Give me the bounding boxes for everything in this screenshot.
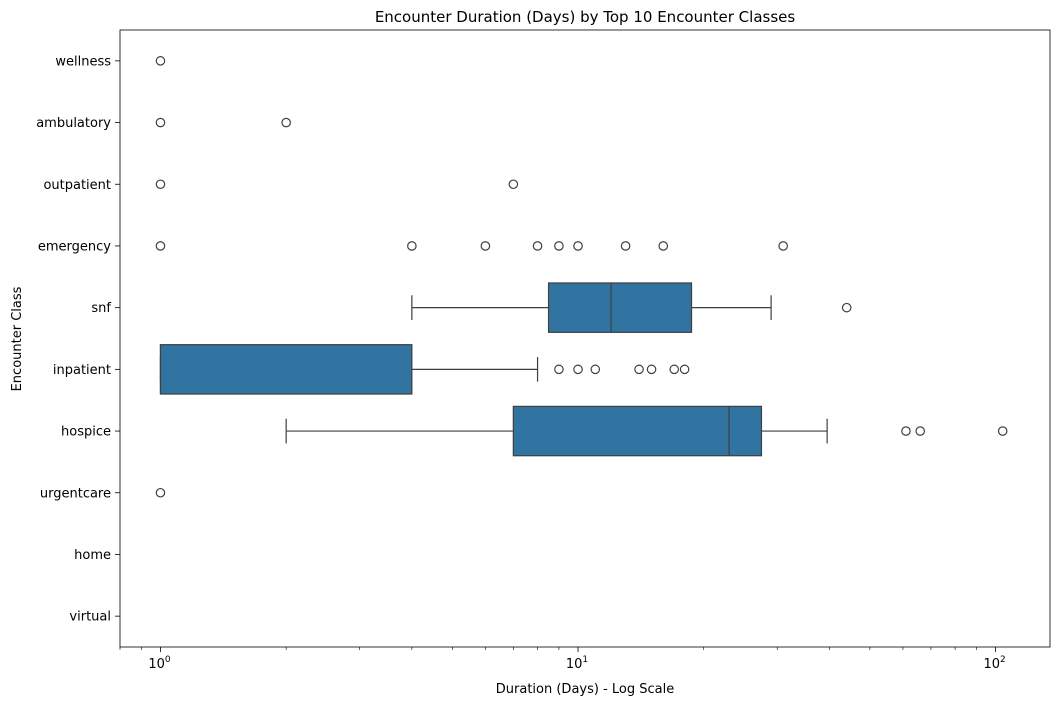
outlier-point xyxy=(658,241,669,251)
outlier-point xyxy=(590,364,601,375)
box-emergency xyxy=(155,241,788,251)
outlier-point xyxy=(573,364,583,375)
outlier-point xyxy=(155,487,166,498)
boxes-layer xyxy=(155,56,1008,498)
outlier-point xyxy=(480,241,491,251)
outlier-point xyxy=(554,364,564,375)
box-wellness xyxy=(155,56,166,66)
outlier-point xyxy=(634,364,644,375)
outlier-point xyxy=(573,241,583,251)
x-tick-label: 101 xyxy=(566,655,588,672)
outlier-point xyxy=(646,364,657,375)
box-iqr xyxy=(512,405,763,457)
box-inpatient xyxy=(159,344,690,395)
outlier-point xyxy=(155,179,166,190)
box-snf xyxy=(411,282,852,333)
chart-title: Encounter Duration (Days) by Top 10 Enco… xyxy=(375,8,796,26)
box-iqr xyxy=(159,344,413,395)
y-tick-label: wellness xyxy=(55,54,111,69)
outlier-point xyxy=(679,364,690,375)
outlier-point xyxy=(155,56,166,66)
y-tick-label: hospice xyxy=(61,425,111,440)
y-tick-label: emergency xyxy=(38,239,111,254)
outlier-point xyxy=(508,179,519,190)
box-ambulatory xyxy=(155,117,291,128)
outlier-point xyxy=(915,426,926,436)
outlier-point xyxy=(841,302,852,313)
outlier-point xyxy=(281,117,291,128)
outlier-point xyxy=(155,117,166,128)
box-outpatient xyxy=(155,179,519,190)
outlier-point xyxy=(155,241,166,251)
x-tick-label: 102 xyxy=(983,655,1005,672)
outlier-point xyxy=(778,241,788,251)
x-tick-label: 100 xyxy=(148,655,171,672)
outlier-point xyxy=(532,241,543,251)
y-tick-label: snf xyxy=(91,301,111,316)
y-axis-ticks: wellness ambulatory outpatient emergency snf… xyxy=(36,54,120,625)
y-axis-label: Encounter Class xyxy=(10,286,25,391)
x-axis-label: Duration (Days) - Log Scale xyxy=(496,682,674,697)
y-tick-label: outpatient xyxy=(43,178,111,193)
outlier-point xyxy=(669,364,680,375)
outlier-point xyxy=(620,241,631,251)
box-hospice xyxy=(285,405,1008,457)
plot-area: wellness ambulatory outpatient emergency snf… xyxy=(36,29,1051,672)
outlier-point xyxy=(407,241,417,251)
box-iqr xyxy=(547,282,693,333)
outlier-point xyxy=(901,426,911,436)
plot-frame xyxy=(119,29,1051,648)
y-tick-label: ambulatory xyxy=(36,116,111,131)
y-tick-label: inpatient xyxy=(53,363,111,378)
box-urgentcare xyxy=(155,487,166,498)
outlier-point xyxy=(554,241,564,251)
x-axis-ticks: 100 101 102 xyxy=(119,647,1006,672)
outlier-point xyxy=(997,426,1008,436)
y-tick-label: home xyxy=(74,548,111,563)
y-tick-label: urgentcare xyxy=(40,486,111,501)
y-tick-label: virtual xyxy=(69,610,111,625)
